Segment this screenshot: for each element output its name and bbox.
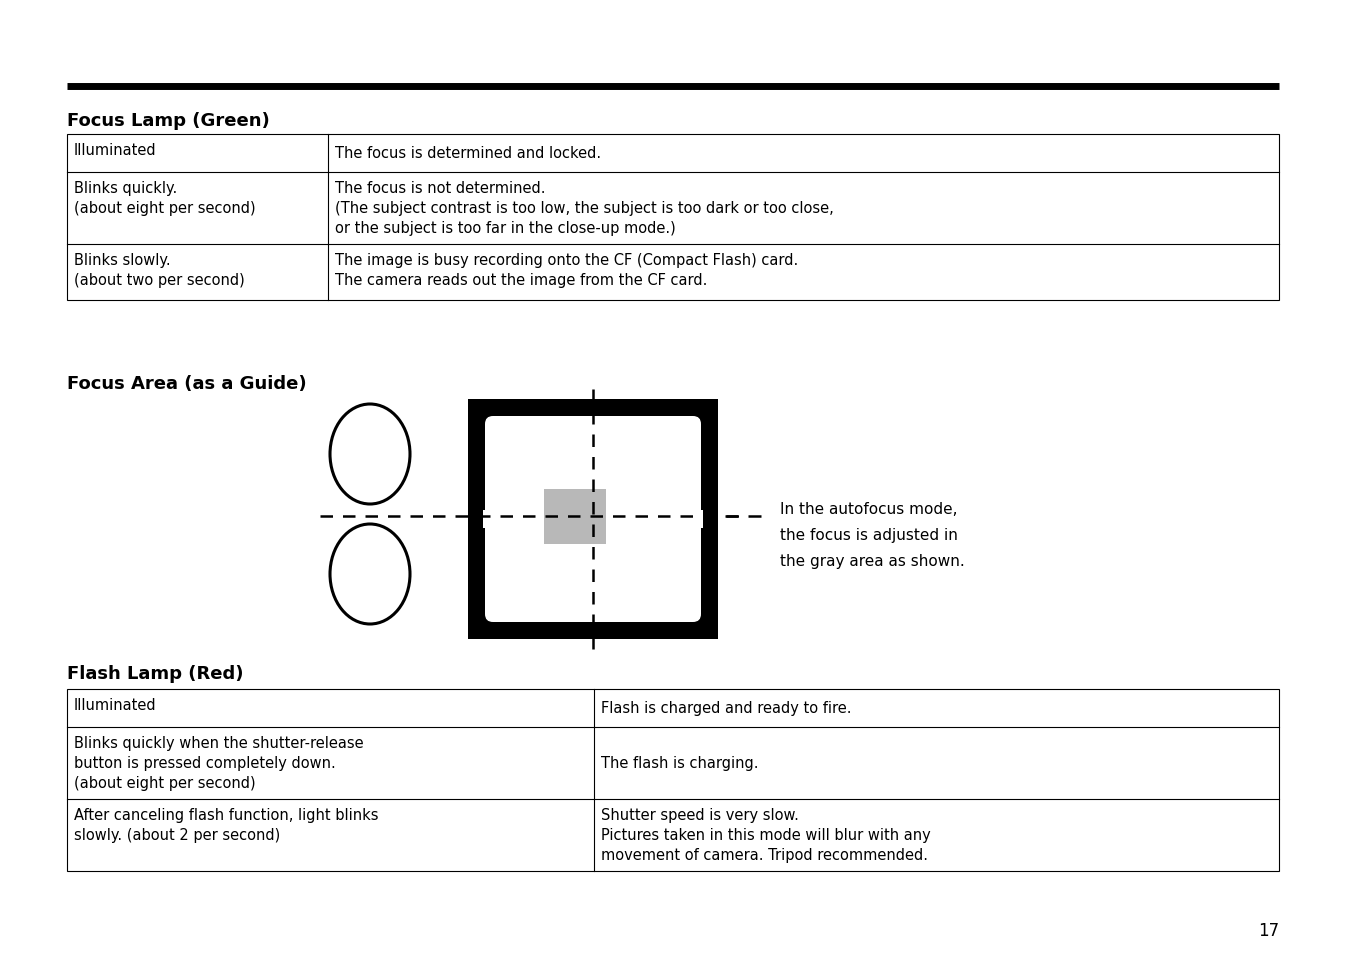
Text: Blinks quickly.
(about eight per second): Blinks quickly. (about eight per second)	[74, 181, 256, 215]
Bar	[483, 511, 495, 529]
Ellipse shape	[330, 405, 411, 504]
Text: The flash is charging.: The flash is charging.	[602, 756, 759, 771]
Text: The focus is determined and locked.: The focus is determined and locked.	[335, 147, 600, 161]
Text: Illuminated: Illuminated	[74, 698, 156, 712]
Text: In the autofocus mode,: In the autofocus mode,	[779, 501, 957, 517]
FancyBboxPatch shape	[485, 416, 701, 622]
Text: Blinks slowly.
(about two per second): Blinks slowly. (about two per second)	[74, 253, 245, 288]
Text: Focus Lamp (Green): Focus Lamp (Green)	[67, 112, 269, 130]
Text: Flash is charged and ready to fire.: Flash is charged and ready to fire.	[602, 700, 852, 716]
Bar	[67, 689, 1279, 871]
Text: the gray area as shown.: the gray area as shown.	[779, 554, 965, 568]
Text: Flash Lamp (Red): Flash Lamp (Red)	[67, 664, 244, 682]
Bar	[67, 135, 1279, 301]
Text: Illuminated: Illuminated	[74, 143, 156, 158]
Bar	[544, 489, 606, 544]
Ellipse shape	[330, 524, 411, 624]
Text: the focus is adjusted in: the focus is adjusted in	[779, 527, 958, 542]
Text: The image is busy recording onto the CF (Compact Flash) card.
The camera reads o: The image is busy recording onto the CF …	[335, 253, 798, 288]
Bar	[468, 399, 717, 639]
Text: 17: 17	[1259, 921, 1279, 939]
Text: Shutter speed is very slow.
Pictures taken in this mode will blur with any
movem: Shutter speed is very slow. Pictures tak…	[602, 807, 931, 862]
Text: Focus Area (as a Guide): Focus Area (as a Guide)	[67, 375, 307, 393]
Text: Blinks quickly when the shutter-release
button is pressed completely down.
(abou: Blinks quickly when the shutter-release …	[74, 735, 363, 790]
Text: After canceling flash function, light blinks
slowly. (about 2 per second): After canceling flash function, light bl…	[74, 807, 378, 841]
Bar	[690, 511, 703, 529]
Text: The focus is not determined.
(The subject contrast is too low, the subject is to: The focus is not determined. (The subjec…	[335, 181, 833, 235]
